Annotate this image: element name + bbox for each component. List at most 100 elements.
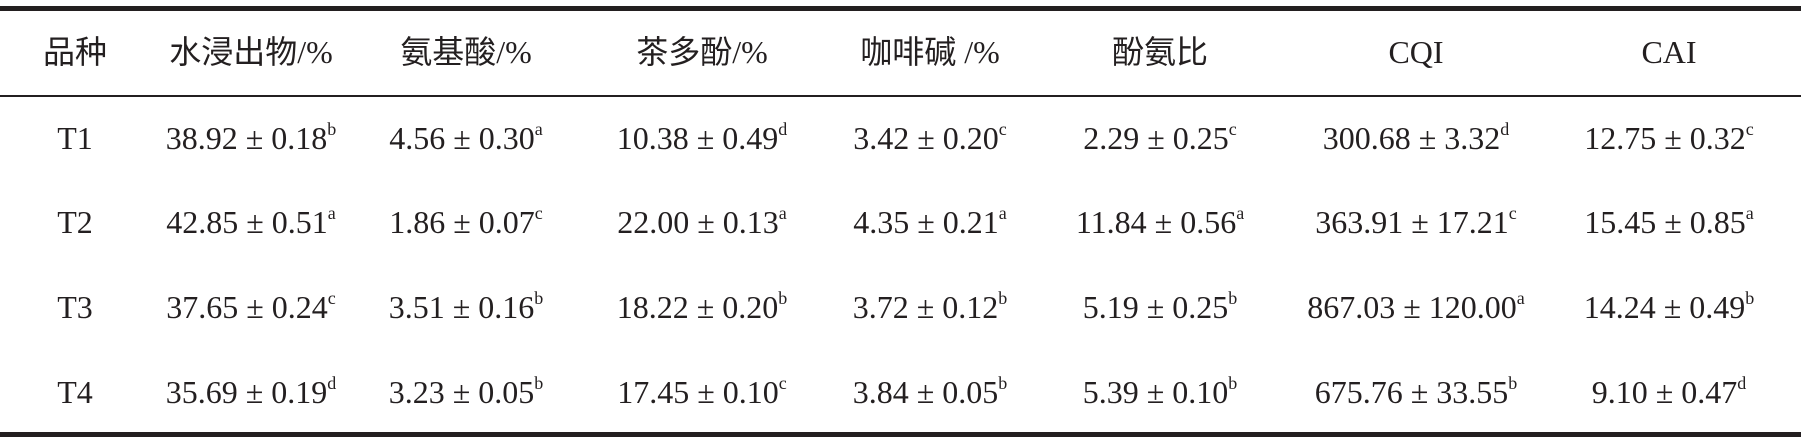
significance-letter: b: [1745, 288, 1755, 308]
row-label: T1: [57, 120, 93, 156]
significance-letter: b: [1228, 373, 1238, 393]
data-cell: 3.23 ± 0.05b: [388, 373, 544, 410]
cell-value: 18.22 ± 0.20: [616, 289, 779, 325]
cell-value: 38.92 ± 0.18: [165, 120, 328, 156]
cell-value: 3.23 ± 0.05: [388, 374, 535, 410]
data-cell: 10.38 ± 0.49d: [616, 119, 788, 156]
header-cell: 水浸出物/%: [169, 34, 333, 70]
data-cell: 15.45 ± 0.85a: [1584, 203, 1754, 240]
significance-letter: b: [1228, 288, 1238, 308]
cell-value: 35.69 ± 0.19: [165, 374, 328, 410]
significance-letter: b: [1508, 373, 1518, 393]
cell-value: 4.35 ± 0.21: [853, 204, 999, 240]
significance-letter: a: [1516, 288, 1525, 308]
bottom-rule: [0, 432, 1801, 437]
significance-letter: d: [1500, 119, 1510, 139]
row-label: T2: [57, 204, 93, 240]
cell-value: 15.45 ± 0.85: [1584, 204, 1746, 240]
header-cell: 酚氨比: [1111, 34, 1209, 70]
cell-value: 3.51 ± 0.16: [388, 289, 535, 325]
cell-value: 300.68 ± 3.32: [1322, 120, 1501, 156]
data-cell: 867.03 ± 120.00a: [1307, 288, 1525, 325]
significance-letter: b: [998, 288, 1008, 308]
cell-value: 12.75 ± 0.32: [1584, 120, 1746, 156]
significance-letter: a: [998, 203, 1007, 223]
data-cell: 363.91 ± 17.21c: [1315, 203, 1517, 240]
data-cell: 3.72 ± 0.12b: [852, 288, 1008, 325]
significance-letter: c: [1508, 203, 1517, 223]
data-cell: 1.86 ± 0.07c: [389, 203, 543, 240]
data-cell: 12.75 ± 0.32c: [1584, 119, 1754, 156]
data-cell: 38.92 ± 0.18b: [165, 119, 337, 156]
significance-letter: b: [327, 119, 337, 139]
significance-letter: c: [534, 203, 543, 223]
data-cell: 675.76 ± 33.55b: [1314, 373, 1518, 410]
significance-letter: c: [778, 373, 787, 393]
significance-letter: a: [1236, 203, 1245, 223]
data-cell: 5.19 ± 0.25b: [1082, 288, 1238, 325]
header-cell: CAI: [1641, 34, 1697, 70]
cell-value: 1.86 ± 0.07: [389, 204, 535, 240]
cell-value: 3.72 ± 0.12: [852, 289, 999, 325]
data-cell: 4.35 ± 0.21a: [853, 203, 1007, 240]
row-label: T3: [57, 289, 93, 325]
cell-value: 10.38 ± 0.49: [616, 120, 779, 156]
data-cell: 35.69 ± 0.19d: [165, 373, 337, 410]
data-cell: 3.84 ± 0.05b: [852, 373, 1008, 410]
data-cell: 2.29 ± 0.25c: [1083, 119, 1237, 156]
data-cell: 17.45 ± 0.10c: [617, 373, 787, 410]
significance-letter: b: [998, 373, 1008, 393]
cell-value: 2.29 ± 0.25: [1083, 120, 1229, 156]
data-cell: 18.22 ± 0.20b: [616, 288, 788, 325]
row-label: T4: [57, 374, 93, 410]
data-cell: 9.10 ± 0.47d: [1591, 373, 1747, 410]
cell-value: 37.65 ± 0.24: [166, 289, 328, 325]
header-cell: 咖啡碱 /%: [860, 34, 1000, 70]
significance-letter: b: [778, 288, 788, 308]
data-cell: 22.00 ± 0.13a: [617, 203, 787, 240]
top-rule: [0, 6, 1801, 11]
data-cell: 14.24 ± 0.49b: [1583, 288, 1755, 325]
data-cell: 42.85 ± 0.51a: [166, 203, 336, 240]
data-cell: 3.51 ± 0.16b: [388, 288, 544, 325]
significance-letter: b: [534, 288, 544, 308]
header-cell: CQI: [1388, 34, 1444, 70]
significance-letter: d: [327, 373, 337, 393]
data-cell: 300.68 ± 3.32d: [1322, 119, 1510, 156]
cell-value: 9.10 ± 0.47: [1591, 374, 1738, 410]
header-cell: 品种: [42, 34, 108, 70]
data-cell: 4.56 ± 0.30a: [389, 119, 543, 156]
significance-letter: c: [998, 119, 1007, 139]
significance-letter: c: [327, 288, 336, 308]
cell-value: 22.00 ± 0.13: [617, 204, 779, 240]
data-cell: 37.65 ± 0.24c: [166, 288, 336, 325]
cell-value: 675.76 ± 33.55: [1314, 374, 1509, 410]
significance-letter: c: [1228, 119, 1237, 139]
cell-value: 14.24 ± 0.49: [1583, 289, 1746, 325]
data-cell: 3.42 ± 0.20c: [853, 119, 1007, 156]
header-rule: [0, 95, 1801, 97]
significance-letter: a: [327, 203, 336, 223]
header-cell: 氨基酸/%: [400, 34, 532, 70]
data-cell: 11.84 ± 0.56a: [1075, 203, 1245, 240]
cell-value: 4.56 ± 0.30: [389, 120, 535, 156]
significance-letter: c: [1745, 119, 1754, 139]
cell-value: 3.84 ± 0.05: [852, 374, 999, 410]
significance-letter: d: [1737, 373, 1747, 393]
significance-letter: a: [778, 203, 787, 223]
cell-value: 3.42 ± 0.20: [853, 120, 999, 156]
cell-value: 5.19 ± 0.25: [1082, 289, 1229, 325]
significance-letter: a: [534, 119, 543, 139]
significance-letter: a: [1745, 203, 1754, 223]
cell-value: 363.91 ± 17.21: [1315, 204, 1509, 240]
cell-value: 867.03 ± 120.00: [1307, 289, 1517, 325]
cell-value: 11.84 ± 0.56: [1075, 204, 1237, 240]
cell-value: 5.39 ± 0.10: [1082, 374, 1229, 410]
significance-letter: b: [534, 373, 544, 393]
header-cell: 茶多酚/%: [636, 34, 768, 70]
significance-letter: d: [778, 119, 788, 139]
cell-value: 42.85 ± 0.51: [166, 204, 328, 240]
cell-value: 17.45 ± 0.10: [617, 374, 779, 410]
data-cell: 5.39 ± 0.10b: [1082, 373, 1238, 410]
